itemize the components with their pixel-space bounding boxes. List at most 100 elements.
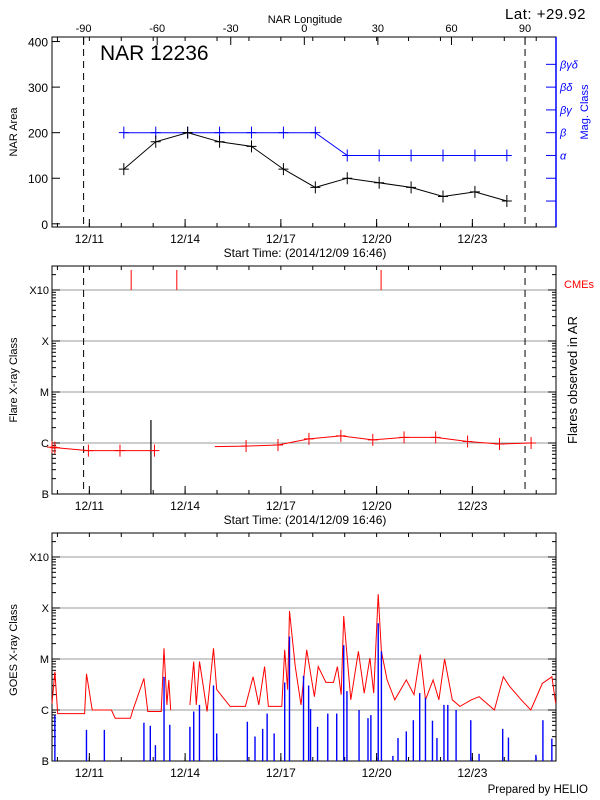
- mag-class-point: [246, 126, 257, 139]
- credit-label: Prepared by HELIO: [487, 784, 588, 796]
- right-axis-label: Mag. Class: [579, 84, 591, 140]
- x-tick-label: 12/14: [170, 766, 200, 780]
- plot-frame: [51, 36, 557, 228]
- mag-class-label: βγδ: [559, 59, 579, 71]
- mag-class-point: [118, 126, 129, 139]
- mag-class-point: [278, 126, 289, 139]
- flare-class-point: [399, 431, 410, 444]
- mag-class-label: βδ: [559, 82, 573, 94]
- flare-class-point: [367, 433, 378, 446]
- flare-class-point: [303, 432, 314, 445]
- x-tick-label: 12/17: [266, 232, 296, 246]
- flare-class-point: [114, 444, 125, 457]
- mag-class-point: [501, 149, 512, 162]
- y-tick-label: X: [42, 603, 50, 615]
- x-tick-label: 12/20: [362, 232, 392, 246]
- mag-class-point: [374, 149, 385, 162]
- y-tick-label: 0: [41, 218, 48, 232]
- longitude-tick-label: 0: [301, 23, 307, 35]
- flare-class-point: [494, 438, 505, 451]
- x-tick-label: 12/23: [457, 232, 487, 246]
- y-tick-label: M: [40, 387, 49, 399]
- mag-class-label: βγ: [559, 105, 573, 117]
- mag-class-point: [469, 149, 480, 162]
- y-tick-label: 200: [28, 127, 48, 141]
- goes-long-channel-line: [51, 648, 172, 719]
- x-tick-label: 12/20: [362, 499, 392, 513]
- x-tick-label: 12/17: [266, 499, 296, 513]
- area-point: [150, 135, 161, 148]
- x-tick-label: 12/23: [457, 766, 487, 780]
- longitude-tick-label: 30: [372, 23, 384, 35]
- x-tick-label: 12/23: [457, 499, 487, 513]
- flare-class-point: [241, 440, 252, 453]
- area-point: [342, 172, 353, 185]
- y-tick-label: C: [41, 705, 49, 717]
- y-tick-label: X10: [29, 285, 49, 297]
- x-tick-label: 12/14: [170, 499, 200, 513]
- mag-class-label: α: [560, 150, 567, 162]
- y-tick-label: C: [41, 438, 49, 450]
- goes-long-channel-line: [189, 594, 557, 712]
- y-tick-label: 300: [28, 81, 48, 95]
- x-tick-label: 12/11: [75, 766, 104, 780]
- goes-xray-panel: GOES X-ray Class B C M X X10 12/11 12/14 12/17 1…: [8, 532, 557, 780]
- area-point: [182, 126, 193, 139]
- cme-label: CMEs: [564, 279, 594, 291]
- flare-class-point: [335, 429, 346, 442]
- area-point: [406, 181, 417, 194]
- flare-class-point: [49, 441, 60, 454]
- top-axis-label: NAR Longitude: [268, 14, 343, 26]
- area-point: [501, 195, 512, 208]
- y-tick-label: 100: [28, 172, 48, 186]
- longitude-tick-label: -30: [223, 23, 239, 35]
- flare-class-point: [526, 436, 537, 449]
- y-tick-label: X: [42, 336, 50, 348]
- longitude-tick-label: 90: [519, 23, 531, 35]
- x-tick-label: 12/11: [75, 499, 104, 513]
- flare-class-point: [462, 435, 473, 448]
- flare-class-panel: Start Time: (2014/12/09 16:46) Flare X-r…: [8, 265, 594, 527]
- area-point: [278, 163, 289, 176]
- mag-class-point: [438, 149, 449, 162]
- flare-class-point: [149, 444, 160, 457]
- x-tick-label: 12/17: [266, 766, 296, 780]
- y-tick-label: M: [40, 654, 49, 666]
- x-axis-label: Start Time: (2014/12/09 16:46): [224, 246, 387, 260]
- flare-class-point: [272, 439, 283, 452]
- y-tick-label: 400: [28, 36, 48, 50]
- longitude-tick-label: -60: [149, 23, 165, 35]
- latitude-label: Lat: +29.92: [505, 6, 586, 23]
- y-tick-label: B: [42, 756, 49, 768]
- x-axis-label: Start Time: (2014/12/09 16:46): [224, 513, 387, 527]
- plot-frame: [51, 265, 557, 495]
- area-point: [374, 176, 385, 189]
- flare-class-line: [51, 446, 155, 452]
- chart-title: NAR 12236: [100, 42, 209, 65]
- mag-class-point: [406, 149, 417, 162]
- area-point: [438, 190, 449, 203]
- y-axis-label: NAR Area: [8, 107, 20, 157]
- y-axis-label: GOES X-ray Class: [8, 604, 20, 696]
- y-tick-label: X10: [29, 552, 49, 564]
- area-point: [214, 135, 225, 148]
- x-tick-label: 12/11: [75, 232, 104, 246]
- area-point: [118, 163, 129, 176]
- longitude-tick-label: -90: [76, 23, 92, 35]
- flare-class-point: [430, 431, 441, 444]
- area-point: [246, 140, 257, 153]
- x-tick-label: 12/14: [170, 232, 200, 246]
- mag-class-point: [310, 126, 321, 139]
- x-tick-label: 12/20: [362, 766, 392, 780]
- right-axis-label: Flares observed in AR: [565, 316, 580, 444]
- nar-area-panel: NAR 12236 NAR Longitude Start Time: (201…: [8, 14, 591, 260]
- y-tick-label: B: [42, 489, 49, 501]
- longitude-tick-label: 60: [445, 23, 457, 35]
- area-point: [310, 181, 321, 194]
- flare-class-point: [83, 444, 94, 457]
- mag-class-label: β: [559, 128, 567, 140]
- y-axis-label: Flare X-ray Class: [8, 337, 20, 422]
- area-point: [469, 185, 480, 198]
